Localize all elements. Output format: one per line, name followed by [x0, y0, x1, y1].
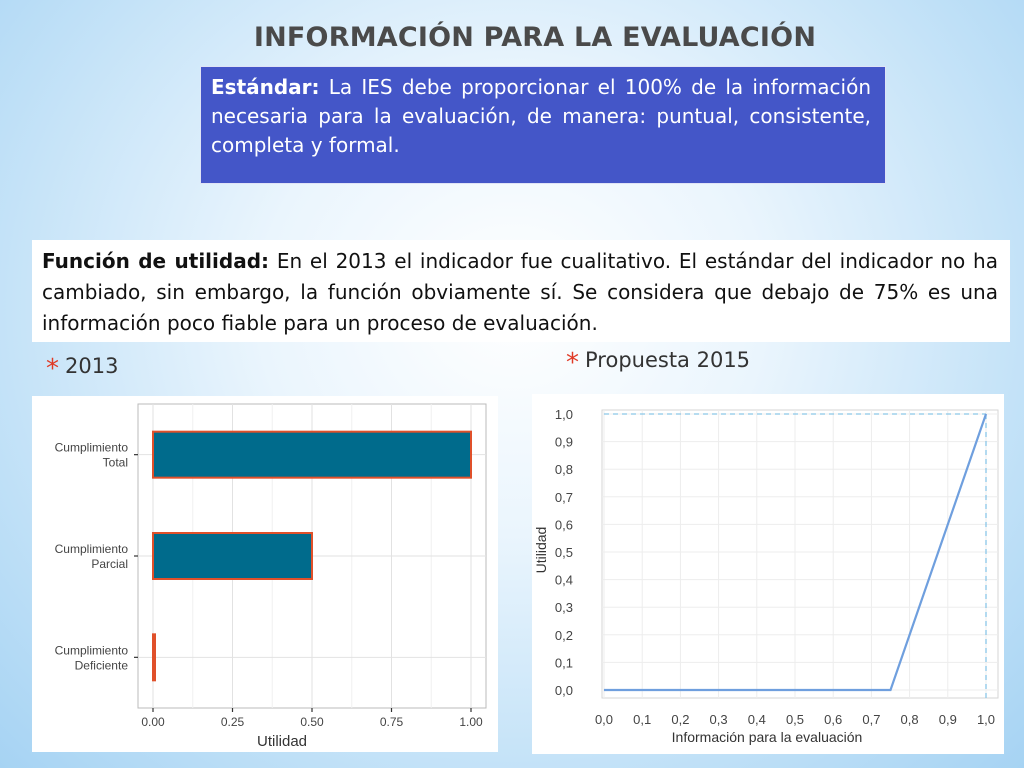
bar [152, 633, 156, 682]
bullet-propuesta-2015: * Propuesta 2015 [566, 344, 751, 378]
category-label: Cumplimiento [55, 542, 129, 556]
chart-propuesta-2015: 0,0 0,1 0,2 0,3 0,4 0,5 0,6 0,7 0,8 0,9 1,0 0,0 0,1 0… [532, 394, 1004, 754]
bullet-star-icon: * [46, 354, 59, 384]
y-tick-label: 0,8 [555, 462, 573, 477]
x-tick-label: 0,4 [748, 712, 766, 727]
bullet-label: 2013 [65, 354, 119, 378]
utility-line [604, 413, 988, 692]
y-tick-label: 0,7 [555, 490, 573, 505]
line-chart-2015: 0,0 0,1 0,2 0,3 0,4 0,5 0,6 0,7 0,8 0,9 1,0 0,0 0,1 0… [533, 407, 999, 745]
y-tick-label: 0,3 [555, 600, 573, 615]
y-tick-label: 0,5 [555, 545, 573, 560]
x-tick-label: 0,0 [595, 712, 613, 727]
utility-label: Función de utilidad: [42, 249, 270, 273]
bullet-label: Propuesta 2015 [585, 348, 751, 372]
x-tick-label: 0,1 [633, 712, 651, 727]
x-tick-label: 0,5 [786, 712, 804, 727]
y-tick-label: 0,2 [555, 628, 573, 643]
x-axis-label: Utilidad [257, 733, 307, 750]
utility-text: En el 2013 el indicador fue cualitativo.… [42, 249, 998, 335]
category-label: Cumplimiento [55, 441, 129, 455]
y-tick-label: 0,1 [555, 655, 573, 670]
category-label: Deficiente [75, 658, 129, 672]
category-label: Total [103, 456, 128, 470]
y-tick-label: 0,6 [555, 517, 573, 532]
bar [152, 532, 313, 580]
y-tick-label: 0,4 [555, 573, 573, 588]
category-label: Parcial [91, 557, 128, 571]
bar-chart-2013: 0.00 0.25 0.50 0.75 1.00CumplimientoTotalCum… [55, 403, 487, 750]
standard-box: Estándar: La IES debe proporcionar el 10… [200, 66, 886, 184]
x-tick-label: 0,6 [824, 712, 842, 727]
x-tick-label: 0,3 [710, 712, 728, 727]
x-tick-label: 0.00 [141, 715, 165, 729]
x-tick-label: 0,9 [939, 712, 957, 727]
x-tick-label: 0.25 [221, 715, 245, 729]
x-tick-label: 0,8 [901, 712, 919, 727]
bullet-2013: * 2013 [46, 350, 119, 384]
plot-area [601, 409, 999, 699]
y-tick-label: 0,9 [555, 435, 573, 450]
y-axis-label: Utilidad [533, 527, 549, 574]
y-tick-label: 1,0 [555, 407, 573, 422]
bullet-star-icon: * [566, 348, 579, 378]
utility-function-box: Función de utilidad: En el 2013 el indic… [32, 240, 1010, 342]
x-tick-label: 0,7 [862, 712, 880, 727]
category-label: Cumplimiento [55, 643, 129, 657]
bar [152, 430, 472, 479]
x-tick-label: 1.00 [459, 715, 483, 729]
chart-2013: 0.00 0.25 0.50 0.75 1.00 Cumplimiento Total Cum… [32, 396, 498, 752]
standard-label: Estándar: [211, 75, 320, 99]
x-tick-label: 0.75 [380, 715, 404, 729]
x-tick-label: 0.50 [300, 715, 324, 729]
slide-title: INFORMACIÓN PARA LA EVALUACIÓN [253, 22, 817, 53]
y-tick-label: 0,0 [555, 683, 573, 698]
x-tick-label: 0,2 [671, 712, 689, 727]
x-axis-label: Información para la evaluación [672, 729, 863, 745]
standard-text: La IES debe proporcionar el 100% de la i… [211, 75, 871, 157]
x-tick-label: 1,0 [977, 712, 995, 727]
